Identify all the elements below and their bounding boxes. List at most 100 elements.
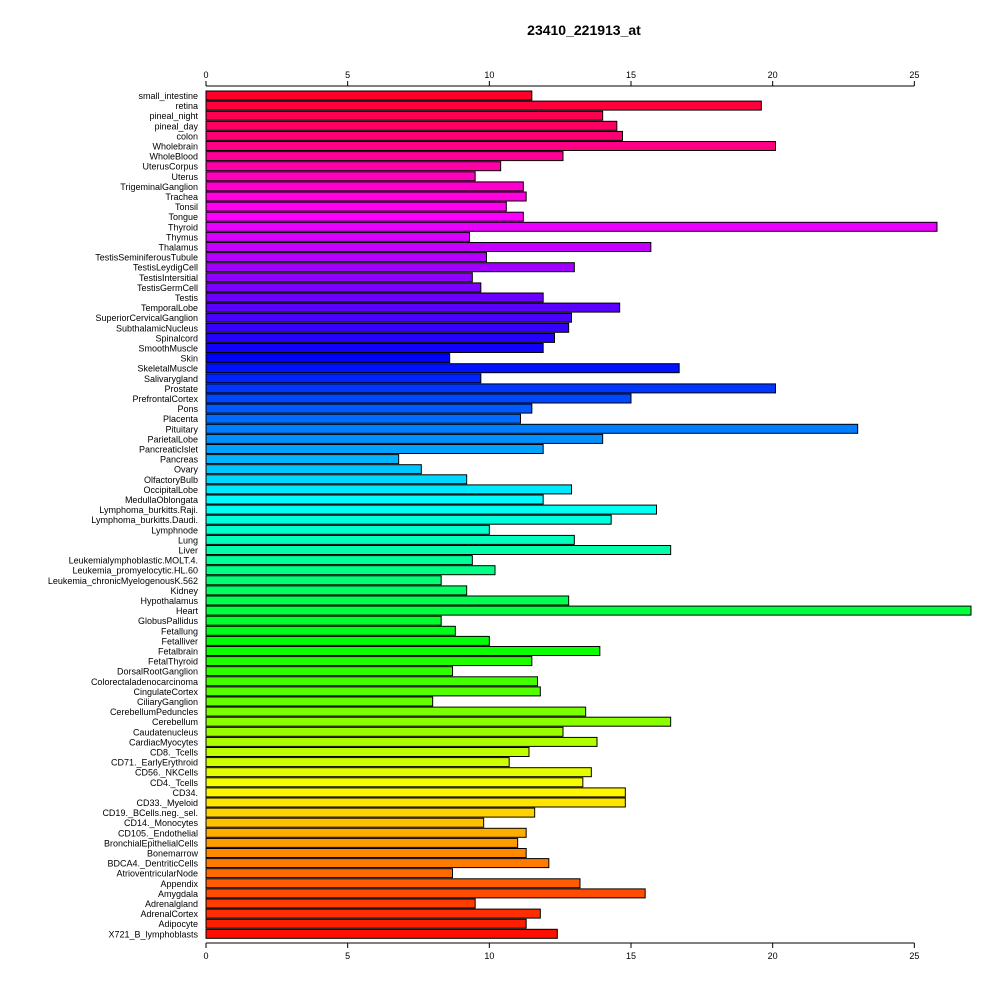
- top-x-axis: 0 5 10 15 20 25: [203, 70, 919, 87]
- bar-ParietalLobe: [205, 433, 604, 444]
- category-label: CiliaryGanglion: [137, 697, 198, 707]
- bar-WholeBlood: [205, 151, 564, 162]
- bar-PrefrontalCortex: [205, 393, 632, 404]
- bar-MedullaOblongata: [205, 494, 544, 505]
- bar-CD56._NKCells: [205, 767, 592, 778]
- category-label: pineal_night: [149, 111, 198, 121]
- bar-Hypothalamus: [205, 595, 570, 606]
- top-tick-label: 20: [768, 70, 778, 80]
- bar-TrigeminalGanglion: [205, 181, 524, 192]
- category-label: Uterus: [171, 172, 198, 182]
- bar-Salivarygland: [205, 373, 482, 384]
- category-label: TemporalLobe: [141, 303, 198, 313]
- bar-Trachea: [205, 191, 527, 202]
- bar-pineal_day: [205, 120, 618, 131]
- category-label: BronchialEpithelialCells: [104, 838, 199, 848]
- bar-SkeletalMuscle: [205, 363, 680, 374]
- category-label: Fetallung: [161, 626, 198, 636]
- bar-Leukemia_promyelocytic.HL.60: [205, 565, 496, 576]
- category-label: Trachea: [165, 192, 198, 202]
- bottom-tick-label: 0: [203, 951, 208, 961]
- bar-Lymphoma_burkitts.Daudi.: [205, 514, 612, 525]
- category-label: Spinalcord: [155, 333, 198, 343]
- category-label: Pancreas: [160, 455, 199, 465]
- category-label: TestisSeminiferousTubule: [95, 253, 198, 263]
- bar-small_intestine: [205, 90, 533, 101]
- bar-AdrenalCortex: [205, 908, 541, 919]
- category-label: OlfactoryBulb: [144, 475, 198, 485]
- bar-Liver: [205, 545, 672, 555]
- category-label: PrefrontalCortex: [132, 394, 198, 404]
- bar-Leukemia_chronicMyelogenousK.562: [205, 575, 442, 586]
- bar-Pancreas: [205, 454, 400, 465]
- bottom-tick-label: 5: [345, 951, 350, 961]
- category-label: TrigeminalGanglion: [120, 182, 198, 192]
- bar-CD33._Myeloid: [205, 797, 626, 808]
- top-tick-label: 5: [345, 70, 350, 80]
- category-label: retina: [175, 101, 198, 111]
- bar-Ovary: [205, 464, 422, 475]
- bar-TemporalLobe: [205, 302, 621, 313]
- category-label: colon: [176, 131, 198, 141]
- category-label: Testis: [175, 293, 199, 303]
- category-label: CingulateCortex: [133, 687, 198, 697]
- category-label: Lymphoma_burkitts.Raji.: [99, 505, 198, 515]
- category-label: FetalThyroid: [148, 657, 198, 667]
- bar-DorsalRootGanglion: [205, 666, 453, 677]
- bar-CD4._Tcells: [205, 777, 584, 788]
- bar-TestisSeminiferousTubule: [205, 252, 487, 263]
- category-label: Colorectaladenocarcinoma: [91, 677, 198, 687]
- category-label: TestisGermCell: [137, 283, 198, 293]
- bar-FetalThyroid: [205, 656, 533, 667]
- category-label: Hypothalamus: [140, 596, 198, 606]
- bar-Prostate: [205, 383, 776, 394]
- bar-SubthalamicNucleus: [205, 322, 570, 333]
- bar-CD8._Tcells: [205, 747, 530, 757]
- bar-CardiacMyocytes: [205, 736, 598, 747]
- top-tick-label: 15: [626, 70, 636, 80]
- category-label: Pons: [177, 404, 198, 414]
- bar-Heart: [205, 605, 972, 616]
- bar-Kidney: [205, 585, 468, 596]
- bottom-tick-label: 25: [909, 951, 919, 961]
- category-label: SmoothMuscle: [138, 344, 198, 354]
- bar-GlobusPallidus: [205, 615, 442, 626]
- bar-Spinalcord: [205, 332, 555, 343]
- category-label: Cerebellum: [152, 717, 198, 727]
- bar-CD34.: [205, 787, 626, 798]
- bar-OlfactoryBulb: [205, 474, 468, 485]
- category-label: Skin: [180, 354, 198, 364]
- category-label: SubthalamicNucleus: [116, 323, 199, 333]
- bar-Fetalliver: [205, 635, 490, 646]
- category-label: TestisIntersitial: [139, 273, 198, 283]
- category-label: Thalamus: [158, 243, 198, 253]
- bottom-tick-label: 15: [626, 951, 636, 961]
- category-label: Leukemia_chronicMyelogenousK.562: [48, 576, 198, 586]
- category-label: OccipitalLobe: [143, 485, 198, 495]
- category-label: CD56._NKCells: [135, 768, 199, 778]
- bar-SmoothMuscle: [205, 343, 544, 353]
- category-label: WholeBlood: [149, 152, 198, 162]
- bottom-tick-label: 10: [484, 951, 494, 961]
- bar-Caudatenucleus: [205, 726, 564, 737]
- category-label: DorsalRootGanglion: [117, 667, 198, 677]
- bar-Bonemarrow: [205, 848, 527, 858]
- chart-title: 23410_221913_at: [527, 22, 641, 38]
- bar-Adrenalgland: [205, 898, 476, 909]
- bar-Pituitary: [205, 423, 859, 434]
- category-label: CD19._BCells.neg._sel.: [102, 808, 198, 818]
- top-tick-label: 10: [484, 70, 494, 80]
- bar-Thyroid: [205, 221, 938, 232]
- category-label: CD105._Endothelial: [118, 828, 198, 838]
- category-label: CardiacMyocytes: [129, 737, 199, 747]
- bar-Tongue: [205, 211, 524, 222]
- bar-AtrioventricularNode: [205, 868, 453, 879]
- bar-Appendix: [205, 878, 581, 889]
- bar-Skin: [205, 353, 451, 364]
- bar-CingulateCortex: [205, 686, 541, 697]
- category-label: Liver: [178, 546, 198, 556]
- bar-CerebellumPeduncles: [205, 706, 587, 717]
- bar-Thalamus: [205, 242, 652, 252]
- bar-Tonsil: [205, 201, 507, 212]
- category-label: Prostate: [164, 384, 198, 394]
